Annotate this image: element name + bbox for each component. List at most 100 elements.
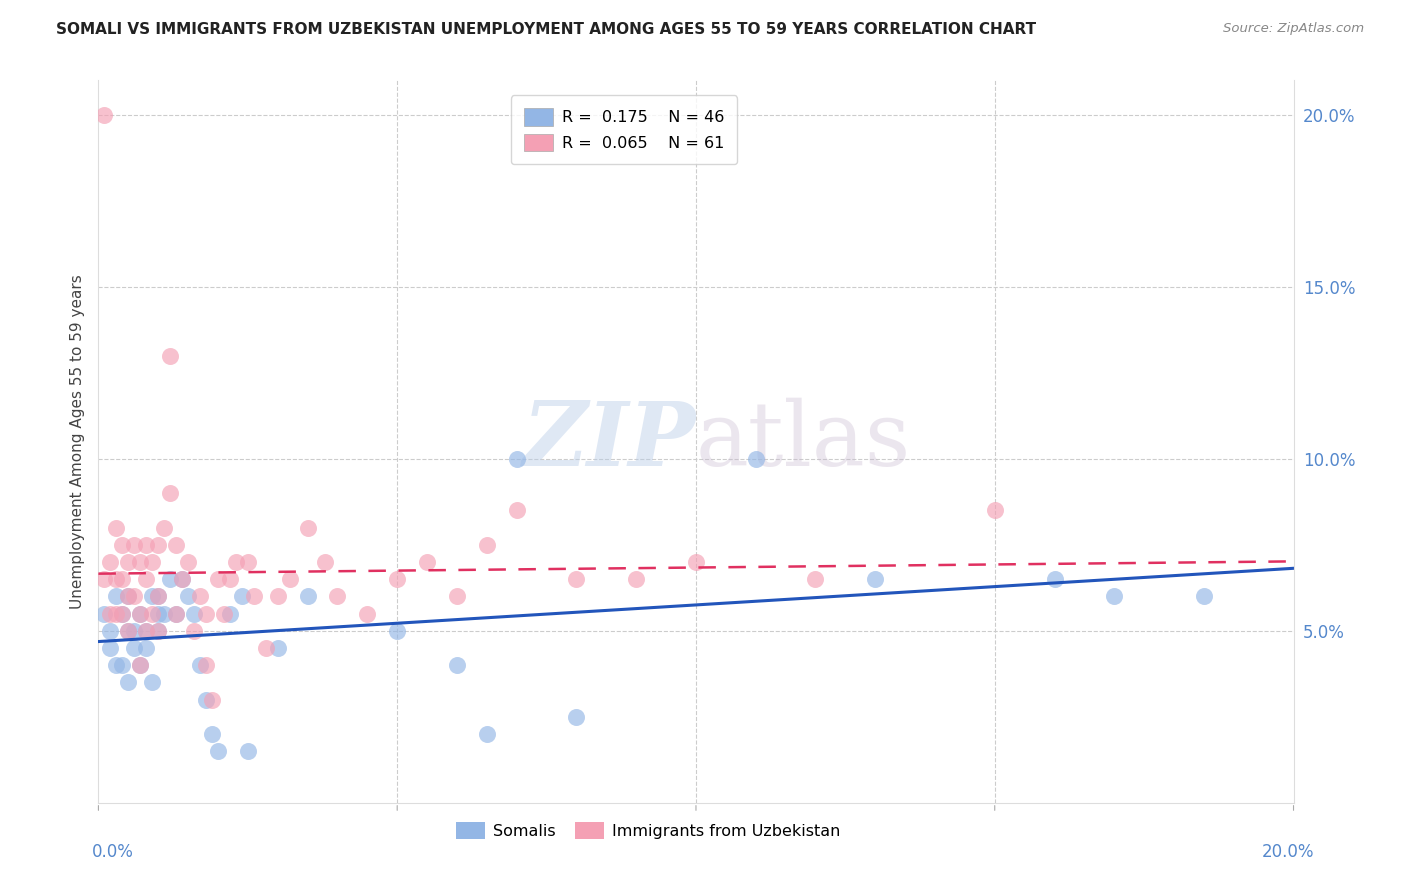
Point <box>124 624 146 638</box>
Point <box>745 451 768 466</box>
Point <box>135 640 157 655</box>
Point <box>177 590 200 604</box>
Point <box>475 538 498 552</box>
Point <box>267 590 290 604</box>
Point <box>159 486 181 500</box>
Point <box>212 607 235 621</box>
Point <box>141 607 163 621</box>
Point <box>188 590 211 604</box>
Point <box>124 590 146 604</box>
Point <box>148 538 170 552</box>
Point <box>188 658 211 673</box>
Point <box>385 624 409 638</box>
Point <box>148 590 170 604</box>
Point <box>506 451 529 466</box>
Point <box>93 108 115 122</box>
Point <box>148 624 170 638</box>
Point <box>172 572 194 586</box>
Point <box>416 555 439 569</box>
Point <box>98 555 122 569</box>
Point <box>278 572 301 586</box>
Point <box>93 572 115 586</box>
Point <box>117 624 139 638</box>
Point <box>159 349 181 363</box>
Point <box>105 607 128 621</box>
Point <box>984 503 1007 517</box>
Point <box>1192 590 1215 604</box>
Point <box>105 658 128 673</box>
Point <box>225 555 247 569</box>
Point <box>141 590 163 604</box>
Point <box>98 640 122 655</box>
Point <box>117 675 139 690</box>
Point <box>236 744 259 758</box>
Text: ZIP: ZIP <box>523 399 696 484</box>
Text: 0.0%: 0.0% <box>91 843 134 861</box>
Point <box>195 607 218 621</box>
Point <box>231 590 253 604</box>
Point <box>165 607 187 621</box>
Point <box>865 572 887 586</box>
Point <box>105 572 128 586</box>
Point <box>159 572 181 586</box>
Point <box>117 590 139 604</box>
Point <box>117 590 139 604</box>
Point <box>129 607 152 621</box>
Point <box>183 624 205 638</box>
Point <box>124 640 146 655</box>
Point <box>141 675 163 690</box>
Point <box>565 572 588 586</box>
Point <box>129 555 152 569</box>
Point <box>129 658 152 673</box>
Point <box>105 520 128 534</box>
Point <box>315 555 337 569</box>
Legend: Somalis, Immigrants from Uzbekistan: Somalis, Immigrants from Uzbekistan <box>450 815 846 846</box>
Point <box>183 607 205 621</box>
Point <box>356 607 378 621</box>
Point <box>565 710 588 724</box>
Point <box>117 555 139 569</box>
Point <box>165 607 187 621</box>
Point <box>207 572 229 586</box>
Point <box>93 607 115 621</box>
Point <box>98 624 122 638</box>
Text: Source: ZipAtlas.com: Source: ZipAtlas.com <box>1223 22 1364 36</box>
Point <box>129 658 152 673</box>
Point <box>804 572 827 586</box>
Point <box>236 555 259 569</box>
Point <box>207 744 229 758</box>
Point <box>446 590 468 604</box>
Point <box>129 607 152 621</box>
Point <box>117 624 139 638</box>
Point <box>243 590 266 604</box>
Point <box>385 572 409 586</box>
Text: 20.0%: 20.0% <box>1263 843 1315 861</box>
Point <box>1104 590 1126 604</box>
Point <box>135 538 157 552</box>
Point <box>124 538 146 552</box>
Point <box>446 658 468 673</box>
Point <box>111 607 134 621</box>
Point <box>1043 572 1066 586</box>
Point <box>141 555 163 569</box>
Point <box>135 624 157 638</box>
Point <box>195 692 218 706</box>
Text: SOMALI VS IMMIGRANTS FROM UZBEKISTAN UNEMPLOYMENT AMONG AGES 55 TO 59 YEARS CORR: SOMALI VS IMMIGRANTS FROM UZBEKISTAN UNE… <box>56 22 1036 37</box>
Point <box>148 607 170 621</box>
Point <box>201 692 224 706</box>
Point <box>219 607 242 621</box>
Point <box>135 624 157 638</box>
Point <box>626 572 648 586</box>
Point <box>105 590 128 604</box>
Point <box>475 727 498 741</box>
Point <box>165 538 187 552</box>
Text: atlas: atlas <box>696 398 911 485</box>
Point <box>685 555 707 569</box>
Point <box>326 590 349 604</box>
Point <box>506 503 529 517</box>
Point <box>219 572 242 586</box>
Point <box>111 538 134 552</box>
Point <box>153 607 176 621</box>
Point <box>153 520 176 534</box>
Point <box>177 555 200 569</box>
